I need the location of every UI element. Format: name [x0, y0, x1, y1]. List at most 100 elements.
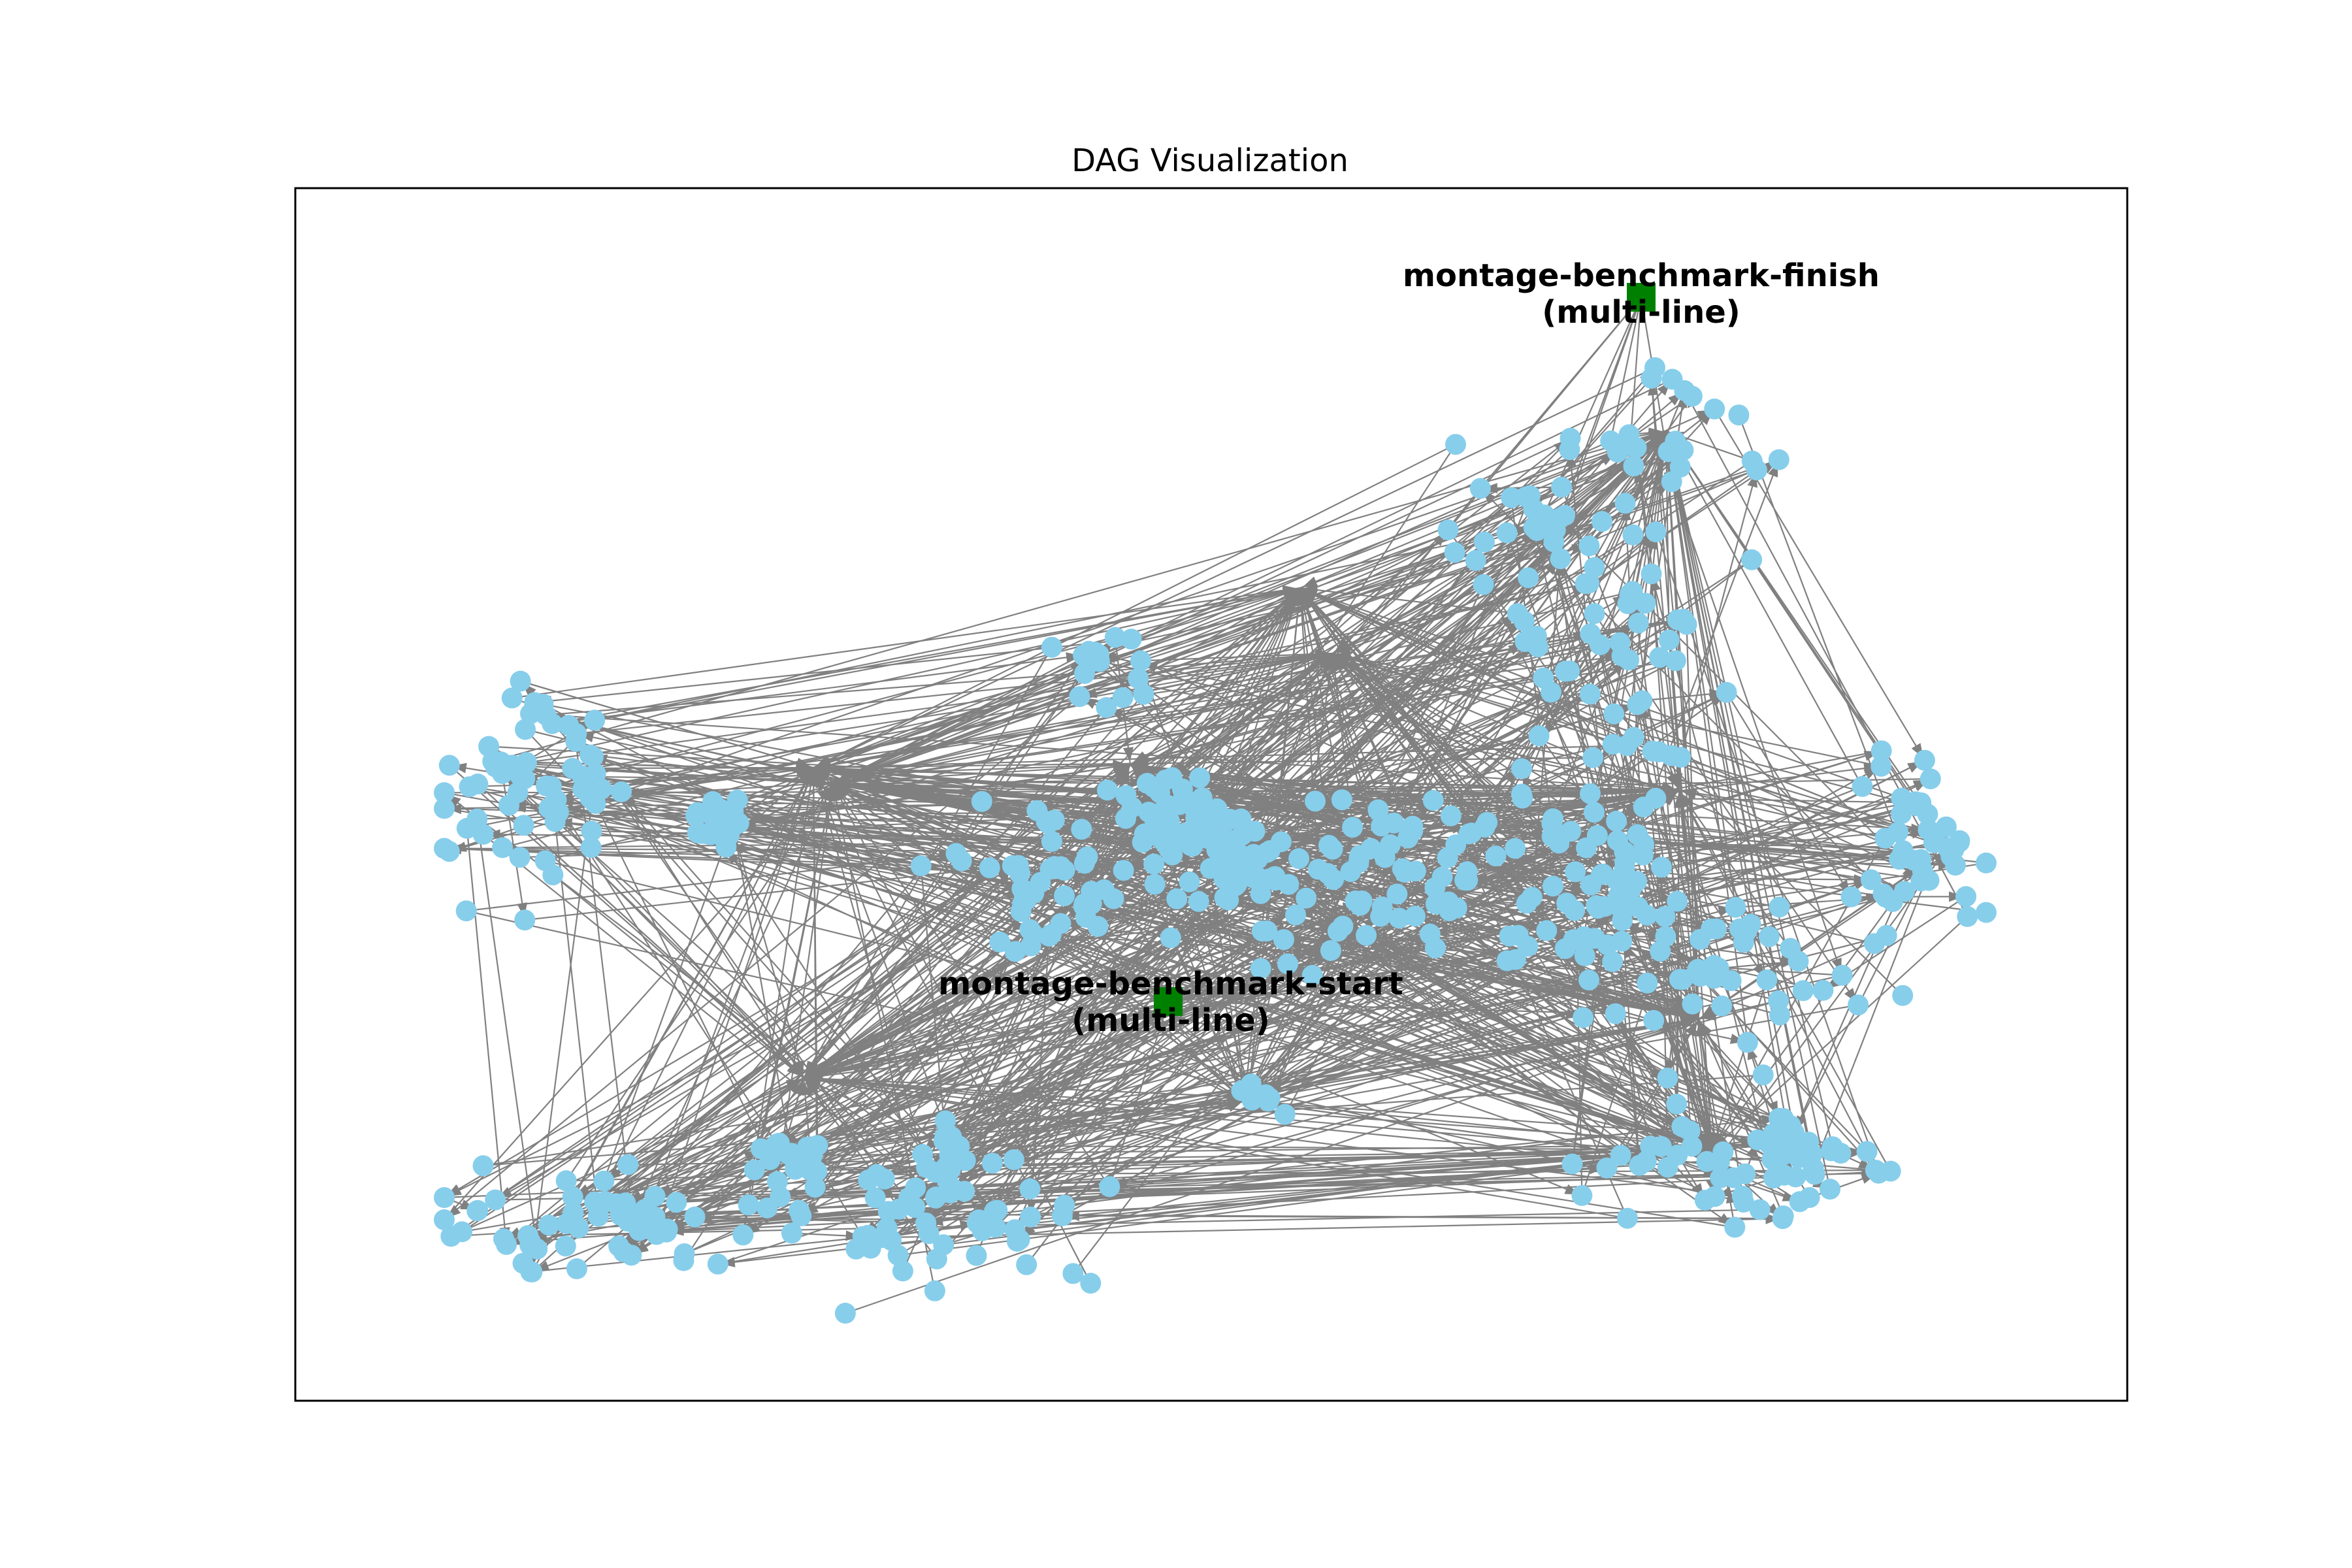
graph-node[interactable]: [1394, 862, 1416, 883]
graph-node[interactable]: [512, 1252, 534, 1274]
graph-node[interactable]: [1606, 810, 1627, 832]
graph-node[interactable]: [1945, 855, 1966, 876]
graph-node[interactable]: [613, 1241, 634, 1263]
graph-node[interactable]: [1457, 870, 1478, 891]
graph-node[interactable]: [1121, 796, 1143, 818]
graph-node[interactable]: [1076, 847, 1098, 869]
graph-node[interactable]: [1041, 830, 1062, 852]
graph-node[interactable]: [1356, 924, 1377, 946]
graph-node[interactable]: [1533, 667, 1554, 689]
graph-node[interactable]: [1712, 1141, 1734, 1162]
graph-node[interactable]: [1644, 357, 1665, 378]
graph-node[interactable]: [1160, 927, 1181, 949]
graph-node[interactable]: [1610, 1145, 1631, 1166]
graph-node[interactable]: [584, 710, 606, 731]
graph-node[interactable]: [1629, 1154, 1650, 1176]
graph-node[interactable]: [1041, 636, 1062, 658]
graph-node[interactable]: [1485, 845, 1507, 867]
graph-node[interactable]: [1250, 883, 1271, 904]
graph-node[interactable]: [1305, 791, 1326, 812]
graph-node[interactable]: [1919, 768, 1941, 790]
graph-node[interactable]: [1658, 441, 1679, 463]
graph-node[interactable]: [778, 1144, 800, 1166]
graph-node[interactable]: [1874, 828, 1896, 849]
graph-node[interactable]: [1611, 930, 1633, 952]
graph-node[interactable]: [1054, 885, 1075, 907]
graph-node[interactable]: [1746, 459, 1767, 481]
graph-node[interactable]: [1579, 683, 1601, 705]
graph-node[interactable]: [1518, 567, 1539, 589]
graph-node[interactable]: [1671, 1116, 1693, 1137]
graph-node[interactable]: [1551, 476, 1572, 498]
graph-node[interactable]: [1645, 787, 1667, 809]
graph-node[interactable]: [1614, 851, 1636, 873]
graph-node[interactable]: [519, 1234, 541, 1256]
graph-node[interactable]: [1602, 951, 1624, 972]
graph-node[interactable]: [1505, 949, 1526, 970]
graph-node[interactable]: [1182, 836, 1203, 857]
graph-node[interactable]: [580, 787, 601, 809]
graph-node[interactable]: [1250, 958, 1271, 979]
graph-node[interactable]: [710, 798, 730, 820]
graph-node[interactable]: [1561, 1153, 1583, 1175]
graph-node[interactable]: [1812, 979, 1834, 1001]
graph-node[interactable]: [1799, 1187, 1820, 1208]
graph-node[interactable]: [615, 1192, 636, 1214]
graph-node[interactable]: [1473, 531, 1495, 553]
graph-node[interactable]: [1737, 1032, 1758, 1053]
graph-node[interactable]: [910, 855, 932, 877]
graph-node[interactable]: [989, 931, 1011, 953]
graph-node[interactable]: [459, 776, 480, 798]
graph-node[interactable]: [1440, 805, 1462, 826]
graph-node[interactable]: [945, 843, 967, 864]
graph-node[interactable]: [1386, 883, 1408, 905]
graph-node[interactable]: [1665, 650, 1686, 672]
graph-node[interactable]: [1523, 498, 1544, 520]
graph-node[interactable]: [926, 1249, 947, 1269]
graph-node[interactable]: [1752, 1064, 1774, 1086]
graph-node[interactable]: [1769, 896, 1790, 918]
graph-node[interactable]: [1002, 855, 1023, 876]
graph-node[interactable]: [1030, 872, 1051, 893]
graph-node[interactable]: [674, 1243, 695, 1264]
graph-node[interactable]: [538, 1215, 559, 1236]
graph-node[interactable]: [451, 1221, 472, 1243]
graph-node[interactable]: [1586, 895, 1607, 917]
graph-node[interactable]: [804, 1177, 826, 1198]
graph-node[interactable]: [1681, 1135, 1703, 1157]
graph-node[interactable]: [1582, 747, 1604, 768]
graph-node[interactable]: [1445, 434, 1466, 455]
graph-node[interactable]: [1212, 812, 1233, 834]
graph-node[interactable]: [1840, 886, 1862, 907]
graph-node[interactable]: [1681, 385, 1703, 407]
graph-node[interactable]: [1578, 535, 1600, 557]
graph-node[interactable]: [912, 1144, 934, 1165]
graph-node[interactable]: [593, 1170, 615, 1192]
graph-node[interactable]: [1556, 892, 1578, 914]
graph-node[interactable]: [1704, 1186, 1725, 1207]
graph-node[interactable]: [645, 1224, 667, 1245]
graph-node[interactable]: [617, 1154, 639, 1175]
graph-node[interactable]: [534, 850, 556, 872]
graph-node[interactable]: [1643, 1009, 1665, 1031]
graph-node[interactable]: [1703, 968, 1725, 989]
graph-node[interactable]: [1785, 1166, 1806, 1188]
graph-node[interactable]: [1645, 521, 1667, 543]
graph-node[interactable]: [434, 782, 455, 804]
graph-node[interactable]: [1669, 457, 1691, 478]
graph-node[interactable]: [595, 1191, 616, 1213]
graph-node[interactable]: [1342, 817, 1364, 838]
graph-node[interactable]: [1285, 904, 1307, 926]
graph-node[interactable]: [515, 752, 537, 774]
graph-node[interactable]: [1584, 802, 1605, 823]
graph-node[interactable]: [1889, 849, 1910, 870]
graph-node[interactable]: [1740, 913, 1761, 935]
graph-node[interactable]: [1892, 985, 1914, 1006]
graph-node[interactable]: [1419, 923, 1441, 945]
graph-node[interactable]: [1081, 881, 1102, 902]
graph-node[interactable]: [1609, 632, 1631, 653]
graph-node[interactable]: [966, 1245, 987, 1266]
graph-node[interactable]: [1301, 964, 1323, 986]
graph-node[interactable]: [1241, 1089, 1263, 1111]
graph-node[interactable]: [1138, 802, 1160, 823]
